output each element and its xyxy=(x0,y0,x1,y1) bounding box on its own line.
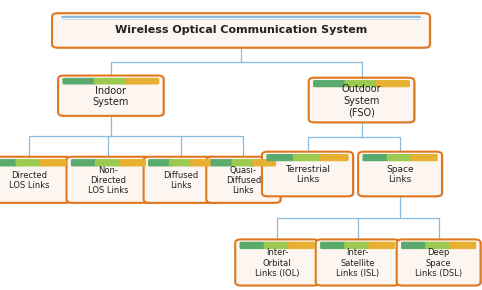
Bar xyxy=(317,84,406,86)
FancyBboxPatch shape xyxy=(145,158,219,204)
FancyBboxPatch shape xyxy=(358,152,442,196)
FancyBboxPatch shape xyxy=(320,242,347,249)
Text: Inter-
Orbital
Links (IOL): Inter- Orbital Links (IOL) xyxy=(255,248,299,278)
FancyBboxPatch shape xyxy=(40,159,67,166)
FancyBboxPatch shape xyxy=(235,240,319,285)
FancyBboxPatch shape xyxy=(266,154,295,161)
Bar xyxy=(405,246,472,248)
FancyBboxPatch shape xyxy=(94,78,128,84)
FancyBboxPatch shape xyxy=(61,16,421,19)
FancyBboxPatch shape xyxy=(0,158,72,204)
FancyBboxPatch shape xyxy=(240,242,267,249)
Text: Terrestrial
Links: Terrestrial Links xyxy=(285,165,330,184)
FancyBboxPatch shape xyxy=(263,153,355,197)
FancyBboxPatch shape xyxy=(262,152,353,196)
FancyBboxPatch shape xyxy=(344,80,379,87)
FancyBboxPatch shape xyxy=(293,154,322,161)
FancyBboxPatch shape xyxy=(411,154,438,161)
FancyBboxPatch shape xyxy=(68,158,152,204)
FancyBboxPatch shape xyxy=(119,159,146,166)
Bar xyxy=(60,18,422,19)
Text: Space
Links: Space Links xyxy=(386,165,414,184)
FancyBboxPatch shape xyxy=(71,159,98,166)
FancyBboxPatch shape xyxy=(401,242,428,249)
FancyBboxPatch shape xyxy=(144,157,218,203)
FancyBboxPatch shape xyxy=(360,153,443,197)
FancyBboxPatch shape xyxy=(0,157,71,203)
FancyBboxPatch shape xyxy=(206,157,281,203)
FancyBboxPatch shape xyxy=(208,158,282,204)
FancyBboxPatch shape xyxy=(211,159,234,166)
FancyBboxPatch shape xyxy=(67,157,150,203)
Text: Wireless Optical Communication System: Wireless Optical Communication System xyxy=(115,26,367,35)
FancyBboxPatch shape xyxy=(253,159,276,166)
FancyBboxPatch shape xyxy=(387,154,414,161)
FancyBboxPatch shape xyxy=(15,159,42,166)
Text: Diffused
Links: Diffused Links xyxy=(163,171,199,190)
FancyBboxPatch shape xyxy=(125,78,159,84)
FancyBboxPatch shape xyxy=(169,159,193,166)
Bar xyxy=(243,246,311,248)
FancyBboxPatch shape xyxy=(264,242,291,249)
FancyBboxPatch shape xyxy=(288,242,315,249)
FancyBboxPatch shape xyxy=(310,79,415,123)
FancyBboxPatch shape xyxy=(362,154,389,161)
FancyBboxPatch shape xyxy=(148,159,172,166)
Bar xyxy=(0,163,63,165)
Bar xyxy=(324,246,391,248)
Bar xyxy=(214,163,272,165)
Text: Non-
Directed
LOS Links: Non- Directed LOS Links xyxy=(88,166,129,195)
FancyBboxPatch shape xyxy=(308,78,414,122)
FancyBboxPatch shape xyxy=(54,14,431,48)
FancyBboxPatch shape xyxy=(344,242,371,249)
FancyBboxPatch shape xyxy=(58,75,164,116)
FancyBboxPatch shape xyxy=(319,154,349,161)
Text: Directed
LOS Links: Directed LOS Links xyxy=(9,171,49,190)
Bar xyxy=(67,81,155,83)
Bar xyxy=(75,163,142,165)
FancyBboxPatch shape xyxy=(449,242,476,249)
FancyBboxPatch shape xyxy=(368,242,395,249)
FancyBboxPatch shape xyxy=(425,242,452,249)
FancyBboxPatch shape xyxy=(0,159,18,166)
FancyBboxPatch shape xyxy=(313,80,347,87)
FancyBboxPatch shape xyxy=(397,240,481,285)
Text: Deep
Space
Links (DSL): Deep Space Links (DSL) xyxy=(415,248,462,278)
Text: Inter-
Satellite
Links (ISL): Inter- Satellite Links (ISL) xyxy=(336,248,379,278)
FancyBboxPatch shape xyxy=(376,80,410,87)
FancyBboxPatch shape xyxy=(190,159,214,166)
FancyBboxPatch shape xyxy=(95,159,122,166)
Bar xyxy=(152,163,210,165)
FancyBboxPatch shape xyxy=(52,13,430,48)
FancyBboxPatch shape xyxy=(398,240,482,287)
Text: Quasi-
Diffused
Links: Quasi- Diffused Links xyxy=(226,166,261,195)
Text: Outdoor
System
(FSO): Outdoor System (FSO) xyxy=(342,84,381,117)
FancyBboxPatch shape xyxy=(231,159,255,166)
FancyBboxPatch shape xyxy=(316,240,400,285)
FancyBboxPatch shape xyxy=(60,76,165,117)
Bar xyxy=(270,158,345,160)
FancyBboxPatch shape xyxy=(317,240,401,287)
FancyBboxPatch shape xyxy=(237,240,321,287)
FancyBboxPatch shape xyxy=(63,78,96,84)
Text: Indoor
System: Indoor System xyxy=(93,86,129,107)
Bar xyxy=(366,158,434,160)
